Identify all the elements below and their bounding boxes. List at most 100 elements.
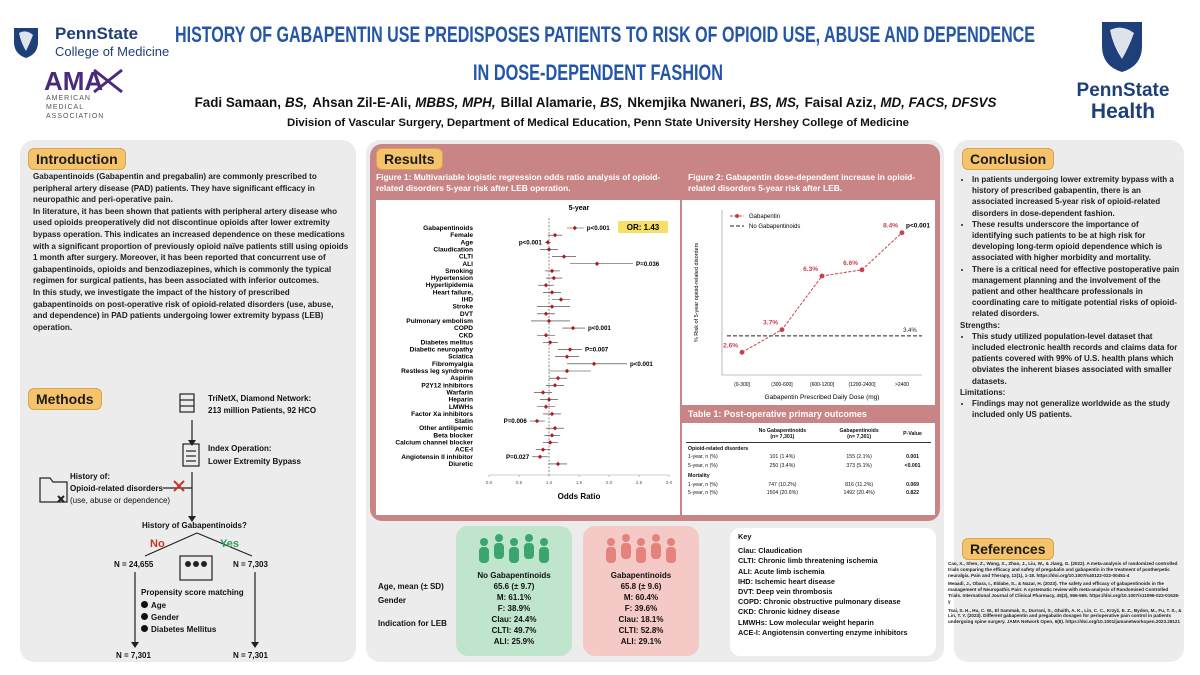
method-text: (use, abuse or dependence)	[70, 496, 171, 505]
database-icon	[179, 393, 195, 413]
category-label: Hyperlipidemia	[426, 282, 474, 289]
person-body	[666, 547, 676, 563]
category-label: Heart failure,	[433, 289, 473, 296]
odds-ratio-point	[561, 254, 567, 259]
table-cell: 0.069	[906, 481, 920, 488]
indication-value: CLTI: 52.8%	[618, 626, 664, 635]
person-head	[667, 538, 675, 546]
method-text: TriNetX, Diamond Network:	[208, 394, 312, 403]
series-point	[819, 273, 825, 279]
odds-ratio-point	[552, 232, 558, 238]
key-item: COPD: Chronic obstructive pulmonary dise…	[738, 597, 901, 607]
p-value-label: p<0.001	[588, 325, 611, 332]
odds-ratio-point	[546, 318, 552, 324]
table-cell: 373 (5.1%)	[846, 462, 872, 469]
odds-ratio-point	[549, 433, 555, 438]
category-label: ALI	[462, 261, 473, 268]
paragraph: Gabapentinoids (Gabapentin and pregabali…	[33, 172, 317, 205]
people-icon	[583, 532, 699, 568]
header-text: Gabapentinoids	[839, 428, 879, 435]
value-label: 6.3%	[803, 266, 818, 273]
series-point	[899, 230, 905, 236]
table-cell: 1492 (20.4%)	[843, 490, 875, 497]
x-tick-label: (600-1200]	[810, 382, 835, 388]
reference: Meaadi, J., Obara, I., Eldabe, S., & Naz…	[948, 581, 1180, 604]
authors: Fadi Samaan, BS, Ahsan Zil-E-Ali, MBBS, MPH…	[140, 95, 1056, 110]
category-label: Diabetes melitus	[421, 339, 474, 346]
header-cell: No Gabapentinoids (n= 7,301)	[740, 427, 825, 443]
section-row: Opioid-related disorders	[686, 442, 931, 453]
group-card: No Gabapentinoids 65.6 (± 9.7) M: 61.1% F: …	[456, 526, 572, 656]
ama-text: AMERICAN	[46, 95, 91, 102]
section-title: Opioid-related disorders	[688, 445, 749, 452]
table-cell: 1-year, n (%)	[688, 454, 718, 461]
figure-caption: Figure 2: Gabapentin dose-dependent incr…	[688, 172, 916, 193]
category-label: Hypertension	[431, 275, 473, 282]
category-label: Statin	[455, 418, 473, 425]
person-body	[524, 543, 534, 559]
person-body	[479, 547, 489, 563]
category-label: LMWHs	[449, 404, 474, 411]
person	[201, 561, 207, 567]
folder-icon	[39, 477, 68, 503]
value-label: 2.6%	[723, 342, 738, 349]
exclusion-mark	[173, 480, 185, 492]
header-cell: Gabapentinoids (n= 7,301)	[824, 427, 895, 443]
paragraph: In this study, we investigate the impact…	[33, 287, 334, 332]
key-title: Key	[738, 532, 752, 541]
person-head	[622, 534, 630, 542]
plot-header: 5-year	[569, 205, 590, 212]
item-text: Diabetes Mellitus	[151, 625, 217, 634]
method-text: Propensity score matching	[141, 588, 244, 597]
category-label: Beta blocker	[433, 432, 473, 439]
gender-value: M: 60.4%	[623, 593, 659, 602]
section-heading: Results	[376, 148, 443, 170]
reference: Cao, X., Shen, Z., Wang, X., Zhao, J., L…	[948, 561, 1178, 578]
exclusion-mark	[57, 495, 65, 503]
category-label: Angiotensin II inhibitor	[401, 454, 473, 461]
outcomes-table: No Gabapentinoids (n= 7,301) Gabapentinoid…	[686, 427, 931, 498]
line-chart: % Risk of 5-year opioid-related disorder…	[694, 210, 930, 401]
matching-item: Diabetes Mellitus	[141, 624, 216, 636]
forest-plot: 5-year 0.0 0.5 1.0 1.5 2.0 2.5 3.0 Odds Ratio Gab…	[395, 205, 672, 501]
bullet: Findings may not generalize worldwide as…	[972, 398, 1180, 420]
logo-text: PennState	[1077, 80, 1170, 101]
conclusion-text: In patients undergoing lower extremity b…	[958, 174, 1180, 420]
odds-ratio-point	[549, 411, 555, 417]
method-text: N = 7,301	[116, 651, 151, 660]
figure1-box	[376, 200, 680, 515]
y-axis-label: % Risk of 5-year opioid-related disorder…	[694, 243, 700, 343]
odds-ratio-point	[543, 333, 549, 338]
table-cell: 0.822	[906, 490, 920, 497]
flow-arrow	[196, 532, 253, 557]
table-cell: 747 (10.2%)	[768, 481, 797, 488]
indication-value: Clau: 18.1%	[618, 615, 664, 624]
section-heading: Conclusion	[962, 148, 1055, 170]
title: HISTORY OF GABAPENTIN USE PREDISPOSES PA…	[175, 22, 1035, 47]
table-wrap: No Gabapentinoids (n= 7,301) Gabapentinoid…	[686, 427, 931, 498]
category-label: Diabetic neuropathy	[410, 347, 474, 354]
category-label: Age	[461, 239, 474, 246]
key-item: ALI: Acute limb ischemia	[738, 566, 825, 576]
series-point	[739, 349, 745, 355]
table-cell: 816 (11.2%)	[845, 481, 874, 488]
category-label: Pulmonary embolism	[406, 318, 473, 325]
category-label: Factor Xa inhibitors	[411, 411, 473, 418]
category-label: Aspirin	[450, 375, 473, 382]
people-icon	[179, 555, 213, 581]
author-degrees: BS,	[284, 95, 308, 110]
key-item: DVT: Deep vein thrombosis	[738, 587, 833, 597]
indication-value: ALI: 25.9%	[493, 637, 535, 646]
odds-ratio-point	[543, 283, 549, 288]
table-cell: 0.001	[906, 454, 920, 461]
age-value: 65.6 (± 9.7)	[493, 582, 535, 591]
shield-lion	[1110, 27, 1134, 59]
bullet: These results underscore the importance …	[972, 219, 1180, 264]
people-svg	[606, 534, 676, 563]
key-item: ACE-I: Angiotensin converting enzyme inh…	[738, 627, 908, 637]
method-text: History of:	[70, 472, 110, 481]
legend-swatch	[735, 214, 739, 218]
person-head	[510, 538, 518, 546]
category-label: CLTI	[459, 254, 473, 261]
group-title: Gabapentinoids	[610, 571, 672, 580]
